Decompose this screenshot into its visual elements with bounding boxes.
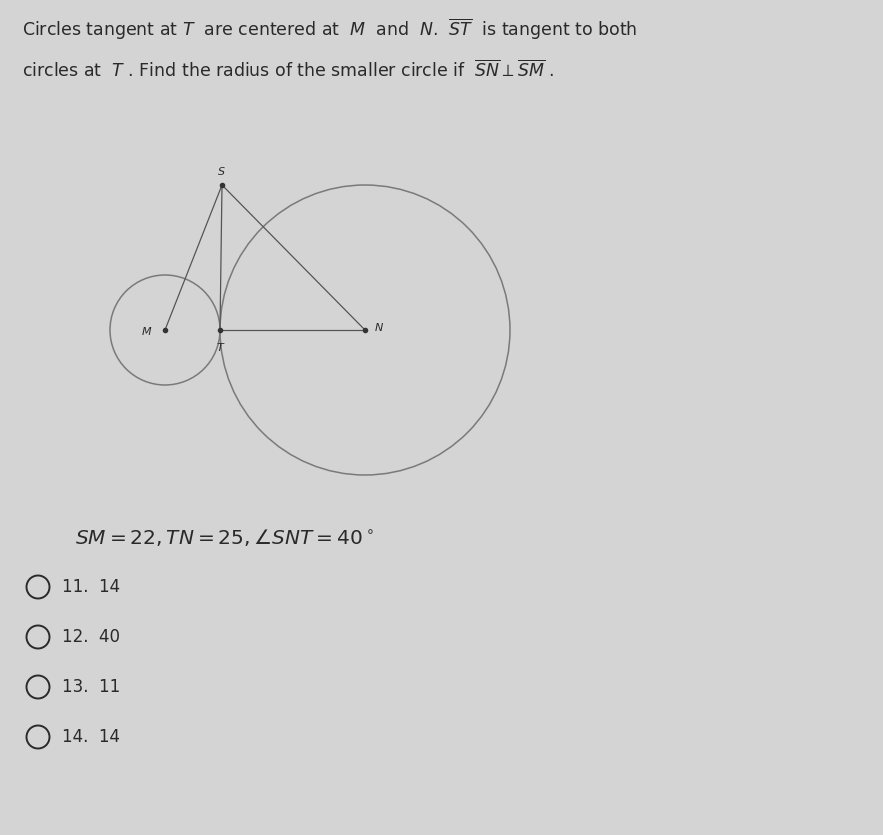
Text: M: M <box>142 327 152 337</box>
Text: S: S <box>217 167 224 177</box>
Text: 11.  14: 11. 14 <box>62 578 120 596</box>
Text: T: T <box>216 343 223 353</box>
Text: circles at  $T$ . Find the radius of the smaller circle if  $\overline{SN} \perp: circles at $T$ . Find the radius of the … <box>22 60 555 81</box>
Text: 13.  11: 13. 11 <box>62 678 120 696</box>
Text: N: N <box>374 323 383 333</box>
Text: Circles tangent at $T$  are centered at  $M$  and  $N$.  $\overline{ST}$  is tan: Circles tangent at $T$ are centered at $… <box>22 17 638 43</box>
Text: 14.  14: 14. 14 <box>62 728 120 746</box>
Text: $SM = 22, TN = 25, \angle SNT = 40^\circ$: $SM = 22, TN = 25, \angle SNT = 40^\circ… <box>75 527 374 548</box>
Text: 12.  40: 12. 40 <box>62 628 120 646</box>
